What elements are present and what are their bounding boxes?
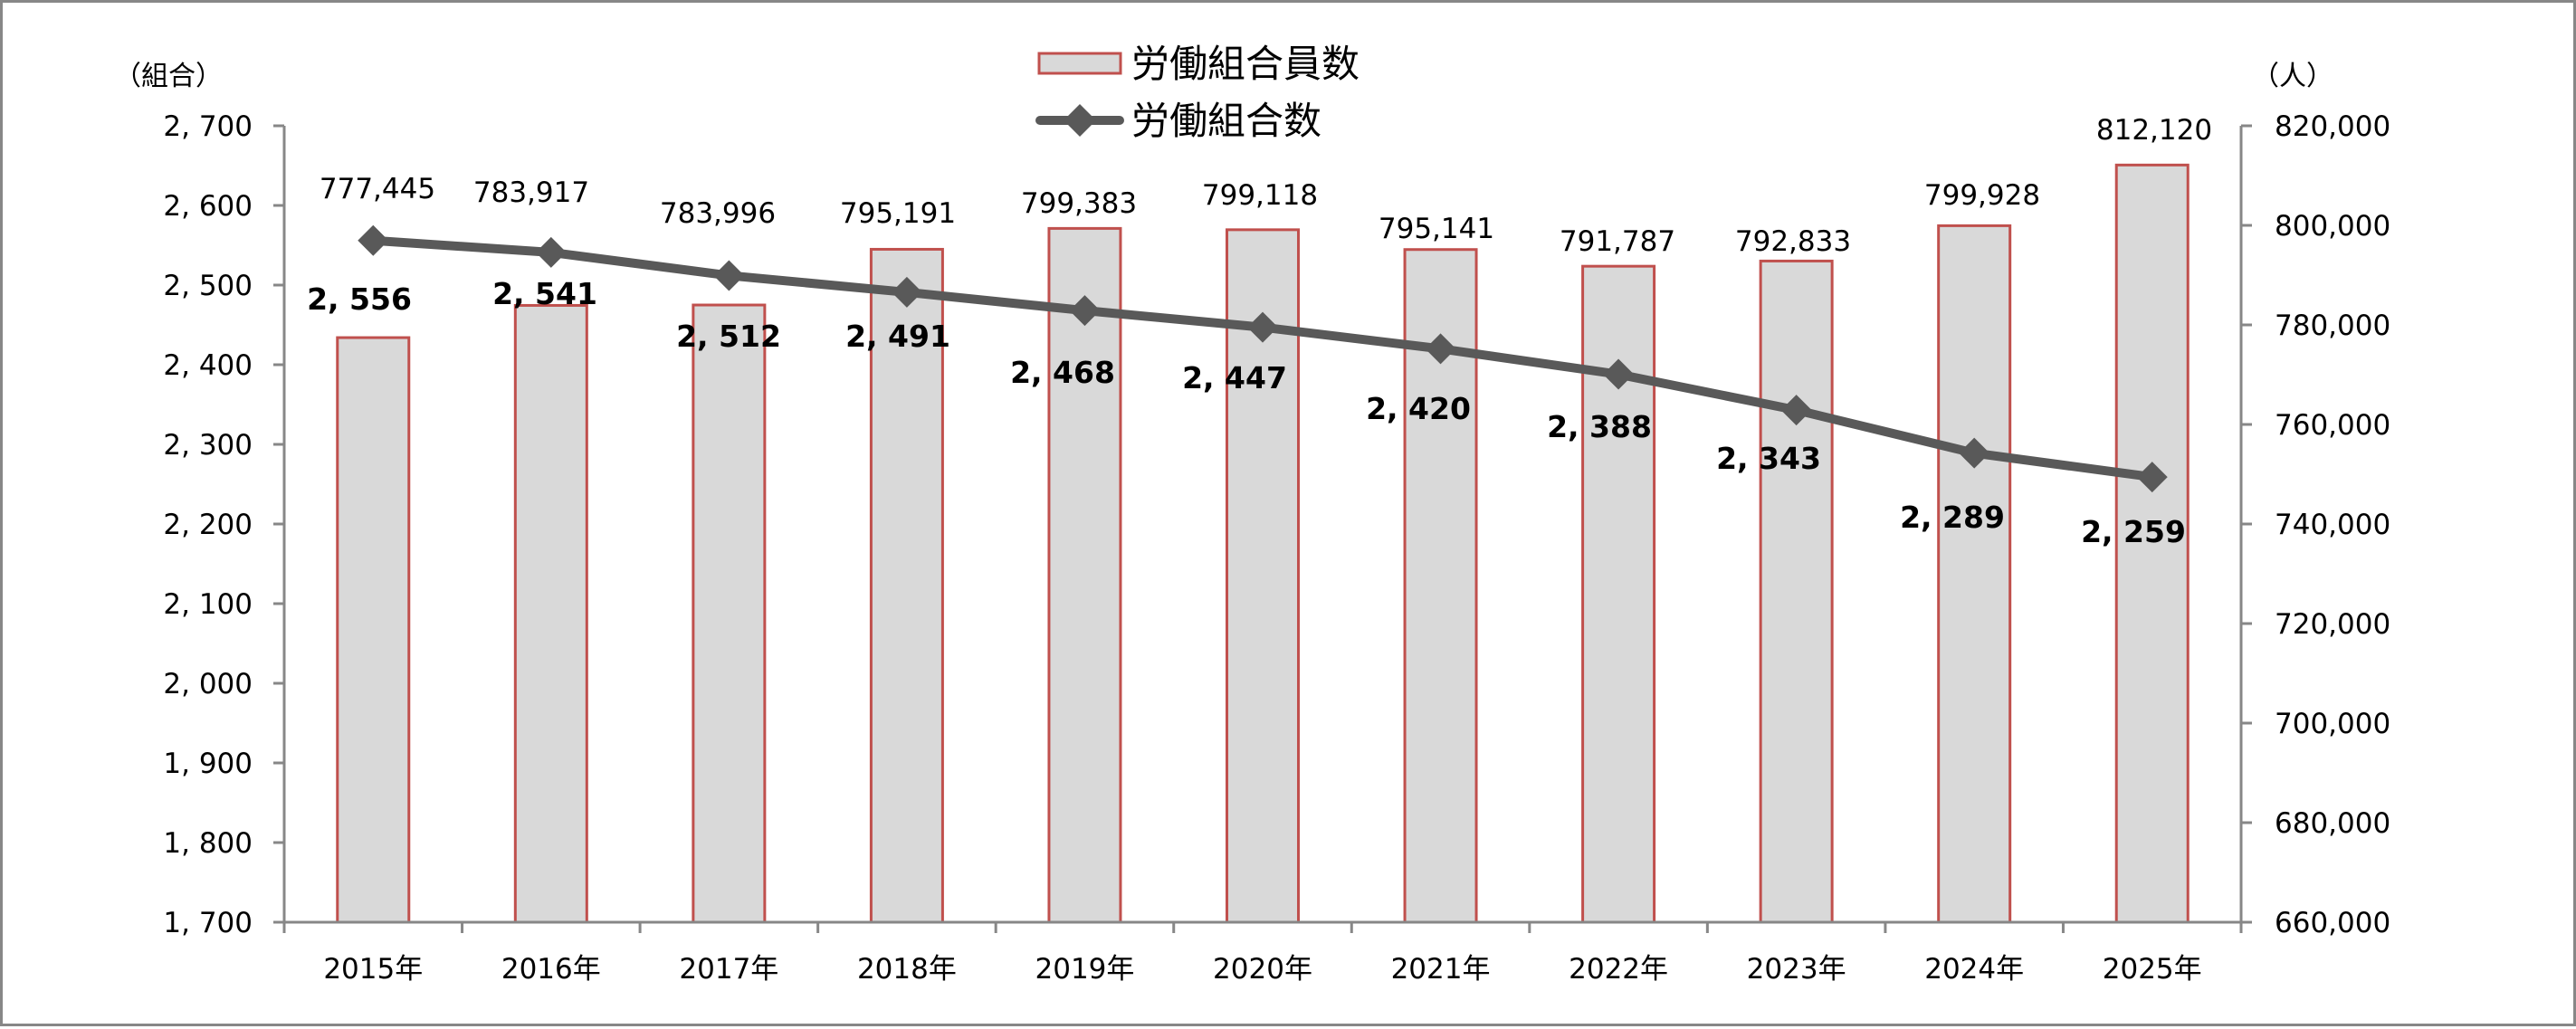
left-tick-label: 2, 000	[163, 668, 253, 700]
category-label: 2017年	[679, 953, 778, 986]
diamond-marker-icon	[713, 260, 745, 291]
bar-data-label: 792,833	[1735, 225, 1851, 258]
bar-series-union-members	[336, 163, 2190, 924]
category-label: 2022年	[1569, 953, 1668, 986]
right-tick-label: 780,000	[2275, 310, 2390, 342]
left-tick-label: 2, 400	[163, 349, 253, 382]
diamond-marker-icon	[358, 224, 389, 256]
legend-swatch-bar	[1037, 52, 1122, 75]
line-data-label: 2, 468	[1010, 355, 1115, 390]
line-data-label: 2, 541	[492, 276, 597, 311]
line-data-label: 2, 556	[307, 281, 412, 317]
diamond-marker-icon	[1425, 333, 1456, 365]
line-data-label: 2, 388	[1547, 409, 1652, 444]
diamond-marker-icon	[535, 236, 567, 268]
bar-data-label: 777,445	[320, 173, 435, 205]
legend-diamond-icon	[1064, 104, 1096, 137]
line-data-label: 2, 289	[1900, 500, 2005, 535]
left-tick-label: 2, 500	[163, 270, 253, 302]
left-tick-label: 2, 700	[163, 110, 253, 143]
category-label: 2015年	[323, 953, 423, 986]
diamond-marker-icon	[1603, 358, 1635, 390]
category-label: 2019年	[1035, 953, 1135, 986]
category-label: 2018年	[857, 953, 957, 986]
bar-data-label: 783,917	[473, 176, 589, 209]
bar-data-label: 795,141	[1379, 213, 1494, 245]
bar	[336, 336, 411, 924]
diamond-marker-icon	[891, 276, 922, 308]
category-label: 2020年	[1213, 953, 1312, 986]
right-tick-label: 760,000	[2275, 409, 2390, 442]
category-label: 2023年	[1747, 953, 1846, 986]
left-tick-label: 1, 900	[163, 748, 253, 780]
line-data-label: 2, 343	[1716, 441, 1821, 476]
bar	[513, 303, 588, 924]
left-axis-unit-label: （組合）	[114, 61, 223, 92]
diamond-marker-icon	[1780, 395, 1812, 426]
left-tick-label: 2, 300	[163, 429, 253, 462]
line-data-label: 2, 447	[1182, 360, 1287, 395]
bar-data-label: 799,928	[1924, 179, 2040, 212]
line-data-label: 2, 259	[2081, 514, 2186, 549]
category-label: 2016年	[501, 953, 601, 986]
line-series-union-count	[358, 224, 2168, 493]
bar	[1937, 224, 2012, 924]
right-tick-label: 660,000	[2275, 907, 2390, 939]
bar-data-label: 799,383	[1021, 187, 1137, 220]
line-data-label: 2, 491	[845, 319, 950, 354]
diamond-marker-icon	[1069, 295, 1101, 327]
bar	[869, 247, 944, 924]
left-tick-label: 2, 600	[163, 190, 253, 223]
category-label: 2025年	[2103, 953, 2202, 986]
legend-label-union-members: 労働組合員数	[1131, 42, 1360, 86]
diamond-marker-icon	[1247, 311, 1278, 343]
bar	[692, 303, 767, 924]
chart-canvas: 1, 700 1, 800 1, 900 2, 000 2, 100 2, 200 2, 3…	[114, 42, 2390, 986]
diamond-marker-icon	[2136, 462, 2168, 493]
right-tick-label: 740,000	[2275, 509, 2390, 541]
left-tick-label: 2, 200	[163, 509, 253, 541]
left-tick-label: 1, 800	[163, 827, 253, 860]
bar	[1047, 226, 1122, 924]
bar-data-label: 795,191	[840, 197, 956, 230]
bar-data-label: 812,120	[2096, 114, 2212, 147]
left-tick-label: 1, 700	[163, 907, 253, 939]
right-tick-label: 720,000	[2275, 608, 2390, 641]
right-tick-label: 680,000	[2275, 807, 2390, 840]
legend-label-union-count: 労働組合数	[1131, 99, 1321, 143]
axes: 1, 700 1, 800 1, 900 2, 000 2, 100 2, 200 2, 3…	[163, 110, 2390, 986]
bar-data-label: 799,118	[1202, 179, 1318, 212]
category-label: 2024年	[1924, 953, 2024, 986]
data-labels: 777,445 783,917 783,996 795,191 799,383 799,1…	[307, 114, 2212, 549]
line-data-label: 2, 420	[1366, 391, 1471, 426]
bar-data-label: 783,996	[660, 197, 776, 230]
bar-data-label: 791,787	[1560, 225, 1675, 258]
bar	[1226, 228, 1300, 924]
right-axis-unit-label: （人）	[2252, 61, 2333, 92]
line-data-label: 2, 512	[676, 319, 781, 354]
legend: 労働組合員数 労働組合数	[1035, 42, 1360, 143]
right-tick-label: 800,000	[2275, 210, 2390, 243]
category-label: 2021年	[1391, 953, 1491, 986]
diamond-marker-icon	[1959, 437, 1990, 469]
right-tick-label: 700,000	[2275, 708, 2390, 740]
bar	[1759, 259, 1834, 924]
left-tick-label: 2, 100	[163, 588, 253, 621]
right-tick-label: 820,000	[2275, 110, 2390, 143]
